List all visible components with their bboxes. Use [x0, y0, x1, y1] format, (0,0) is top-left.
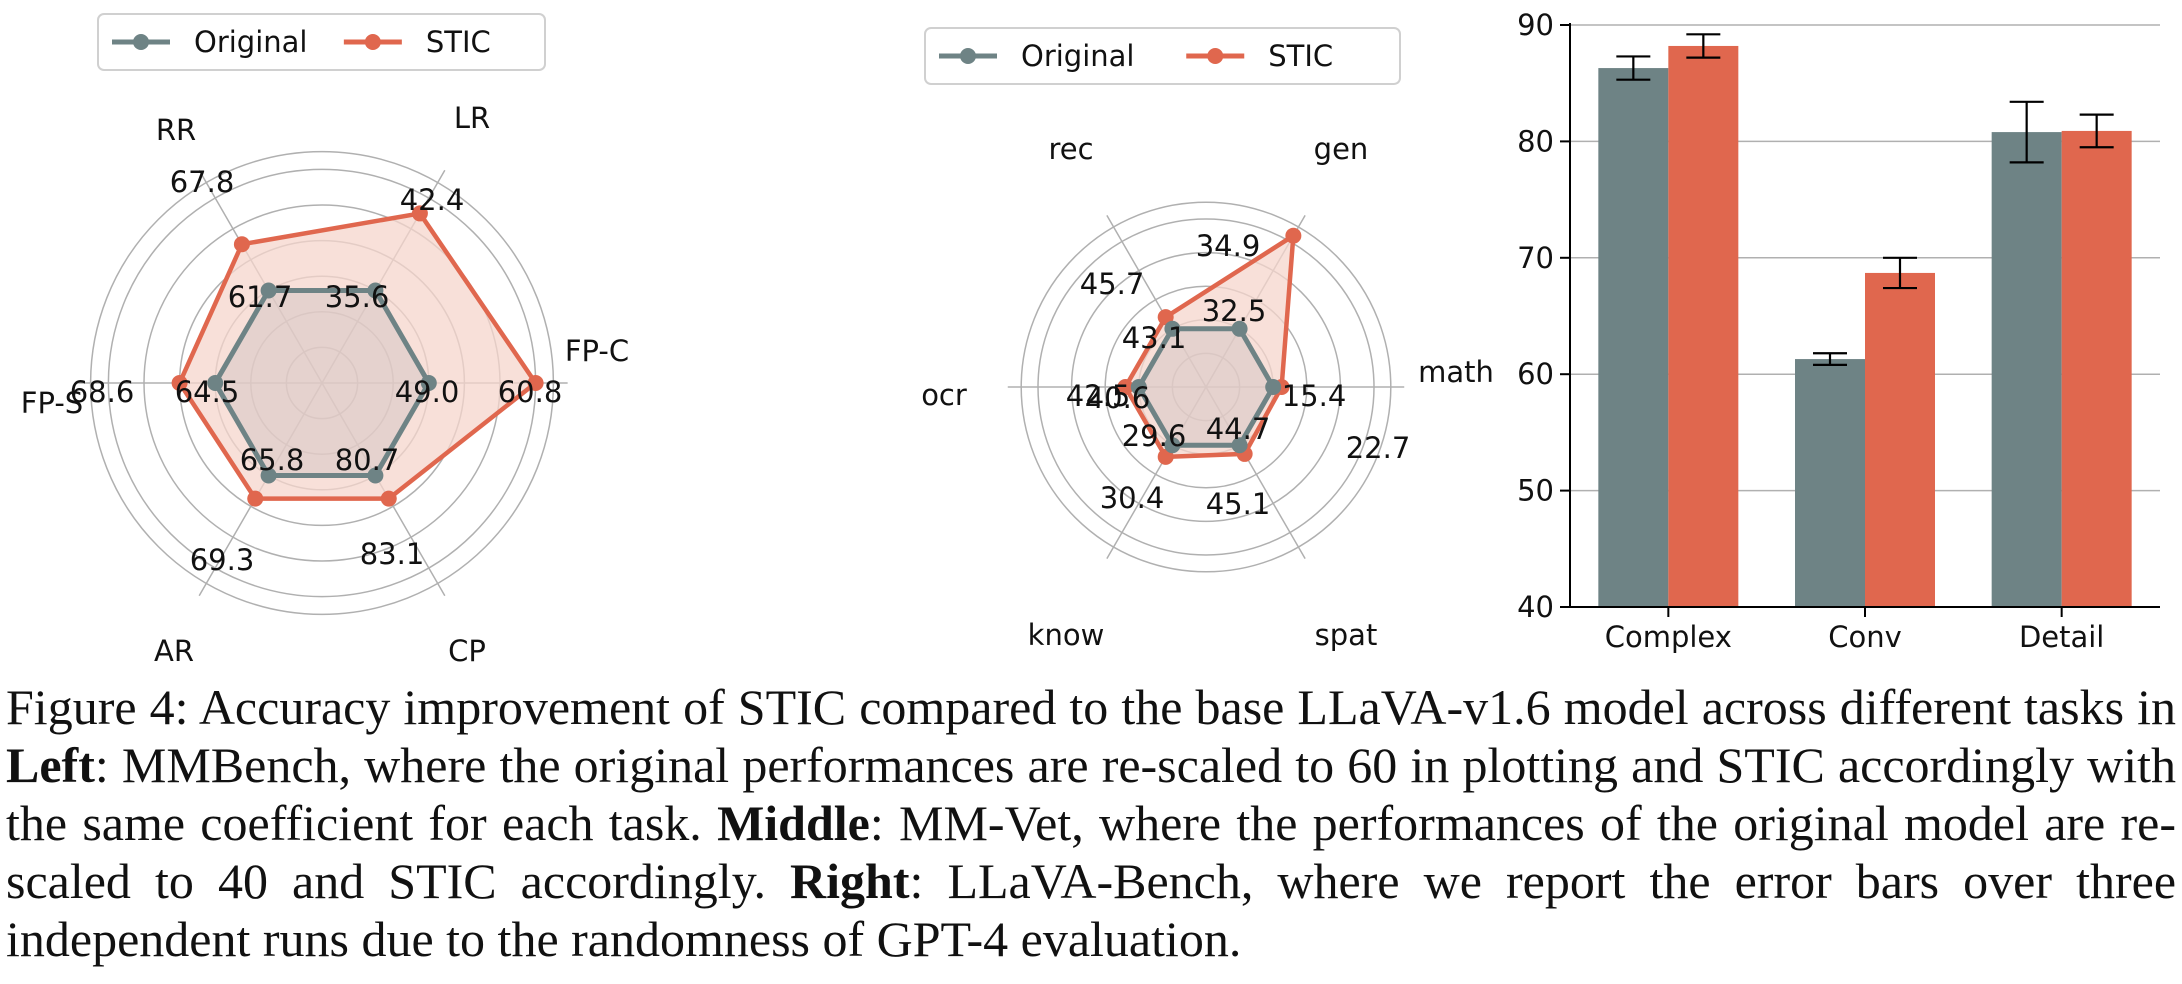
original-point-ar: [260, 467, 277, 484]
stic-bar-complex: [1668, 45, 1739, 607]
caption-left-label: Left: [6, 737, 95, 793]
original-bar-detail: [1991, 132, 2062, 607]
figure-caption: Figure 4: Accuracy improvement of STIC c…: [6, 678, 2176, 968]
radar-axis-label-ocr: ocr: [921, 378, 967, 412]
original-point-math: [1231, 320, 1248, 337]
radar-axis-label-gen: gen: [1314, 132, 1369, 166]
right-bar-chart: 40 50 60 70 80 90 Complex Conv Detail: [1517, 8, 2160, 654]
original-point-gen: [1164, 320, 1181, 337]
stic-value-label: 30.4: [1100, 481, 1165, 515]
caption-text-1: Accuracy improvement of STIC compared to…: [188, 679, 2177, 735]
stic-value-label: 67.8: [170, 165, 235, 199]
original-point-lr: [367, 282, 384, 299]
caption-text-2: : MMBench, where the original performanc…: [6, 737, 2176, 851]
x-tick-label-complex: Complex: [1605, 620, 1732, 654]
y-tick-label: 70: [1517, 241, 1554, 275]
original-point-ocr: [1164, 437, 1181, 454]
x-tick-label-detail: Detail: [2019, 620, 2104, 654]
legend-original-label: Original: [1021, 39, 1134, 73]
original-bar-conv: [1795, 359, 1865, 607]
original-value-label: 64.5: [175, 375, 240, 409]
original-point-rr: [260, 282, 277, 299]
original-point-cp: [367, 467, 384, 484]
original-point-spat: [1265, 379, 1282, 395]
original-value-label: 40.6: [1086, 381, 1151, 415]
stic-value-label: 68.6: [70, 375, 135, 409]
legend-box: [97, 13, 546, 71]
original-bar-complex: [1598, 68, 1669, 608]
radar-axis-label-rec: rec: [1048, 132, 1093, 166]
radar-axis-label-lr: LR: [454, 101, 490, 135]
original-value-label: 65.8: [240, 443, 305, 477]
original-value-label: 49.0: [395, 375, 460, 409]
radar-axis-label-fp-c: FP-C: [565, 334, 629, 368]
caption-text-4: : LLaVA-Bench, where we report the error…: [6, 853, 2177, 967]
legend-stic-marker: [1207, 48, 1224, 64]
stic-point-fp-s: [171, 375, 188, 391]
caption-text-3: : MM-Vet, where the performances of the …: [6, 795, 2176, 909]
stic-bar-detail: [2061, 130, 2132, 607]
stic-point-cp: [380, 490, 397, 507]
y-tick-label: 90: [1517, 8, 1554, 42]
stic-point-lr: [411, 205, 428, 222]
x-tick-label-conv: Conv: [1828, 620, 1902, 654]
y-tick-label: 50: [1517, 474, 1554, 508]
stic-value-label: 22.7: [1346, 431, 1411, 465]
radar-axis-label-ar: AR: [154, 634, 194, 668]
original-value-label: 61.7: [228, 280, 293, 314]
stic-value-label: 45.7: [1080, 267, 1145, 301]
stic-value-label: 69.3: [190, 543, 255, 577]
legend-original-label: Original: [194, 25, 307, 59]
radar-axis-label-fp-s: FP-S: [21, 386, 83, 420]
legend-stic-marker: [364, 34, 381, 50]
stic-value-label: 42.4: [400, 183, 465, 217]
stic-point-math: [1285, 227, 1302, 244]
original-value-label: 43.1: [1122, 321, 1187, 355]
left-radar-chart: 35.6 42.4 49.0 60.8 80.7 83.1 65.8 69.3 64.5 68.6…: [21, 13, 629, 668]
original-value-label: 15.4: [1282, 379, 1347, 413]
legend-stic-label: STIC: [1268, 39, 1333, 73]
stic-point-ar: [247, 490, 264, 507]
original-point-fp-c: [420, 375, 437, 391]
middle-radar-chart: 15.4 22.7 44.7 45.1 29.6 30.4 40.642.5 43.1 45.7…: [921, 27, 1494, 652]
original-value-label: 44.7: [1206, 412, 1271, 446]
radar-axis-label-spat: spat: [1315, 618, 1378, 652]
stic-value-label: 60.8: [498, 375, 563, 409]
original-point-know: [1231, 437, 1248, 454]
caption-figure-label: Figure 4:: [6, 679, 189, 735]
original-point-rec: [1130, 379, 1147, 395]
legend-original-marker: [960, 48, 976, 64]
original-point-fp-s: [207, 375, 224, 391]
stic-point-ocr: [1157, 448, 1174, 465]
legend-stic-label: STIC: [426, 25, 491, 59]
original-value-label: 29.6: [1122, 419, 1187, 453]
original-value-label: 35.6: [325, 280, 390, 314]
stic-value-label: 34.9: [1196, 229, 1261, 263]
caption-middle-label: Middle: [717, 795, 870, 851]
legend-box: [924, 27, 1401, 85]
original-value-label: 32.5: [1202, 294, 1267, 328]
stic-value-label: 45.1: [1206, 487, 1271, 521]
radar-axis-label-know: know: [1028, 618, 1105, 652]
radar-axis-label-rr: RR: [156, 113, 196, 147]
figure-4: 35.6 42.4 49.0 60.8 80.7 83.1 65.8 69.3 64.5 68.6…: [21, 8, 2160, 668]
y-tick-label: 40: [1517, 590, 1554, 624]
original-value-label: 80.7: [335, 443, 400, 477]
stic-point-fp-c: [527, 375, 544, 391]
radar-axis-label-cp: CP: [448, 634, 486, 668]
y-tick-label: 80: [1517, 124, 1554, 158]
stic-bar-conv: [1865, 272, 1935, 607]
stic-value-label: 42.5: [1066, 379, 1131, 413]
stic-value-label: 83.1: [360, 537, 425, 571]
legend-original-marker: [133, 34, 149, 50]
stic-point-rec: [1117, 379, 1134, 395]
caption-right-label: Right: [790, 853, 910, 909]
stic-point-rr: [233, 236, 250, 253]
y-tick-label: 60: [1517, 357, 1554, 391]
radar-axis-label-math: math: [1418, 355, 1494, 389]
stic-point-gen: [1157, 309, 1174, 326]
